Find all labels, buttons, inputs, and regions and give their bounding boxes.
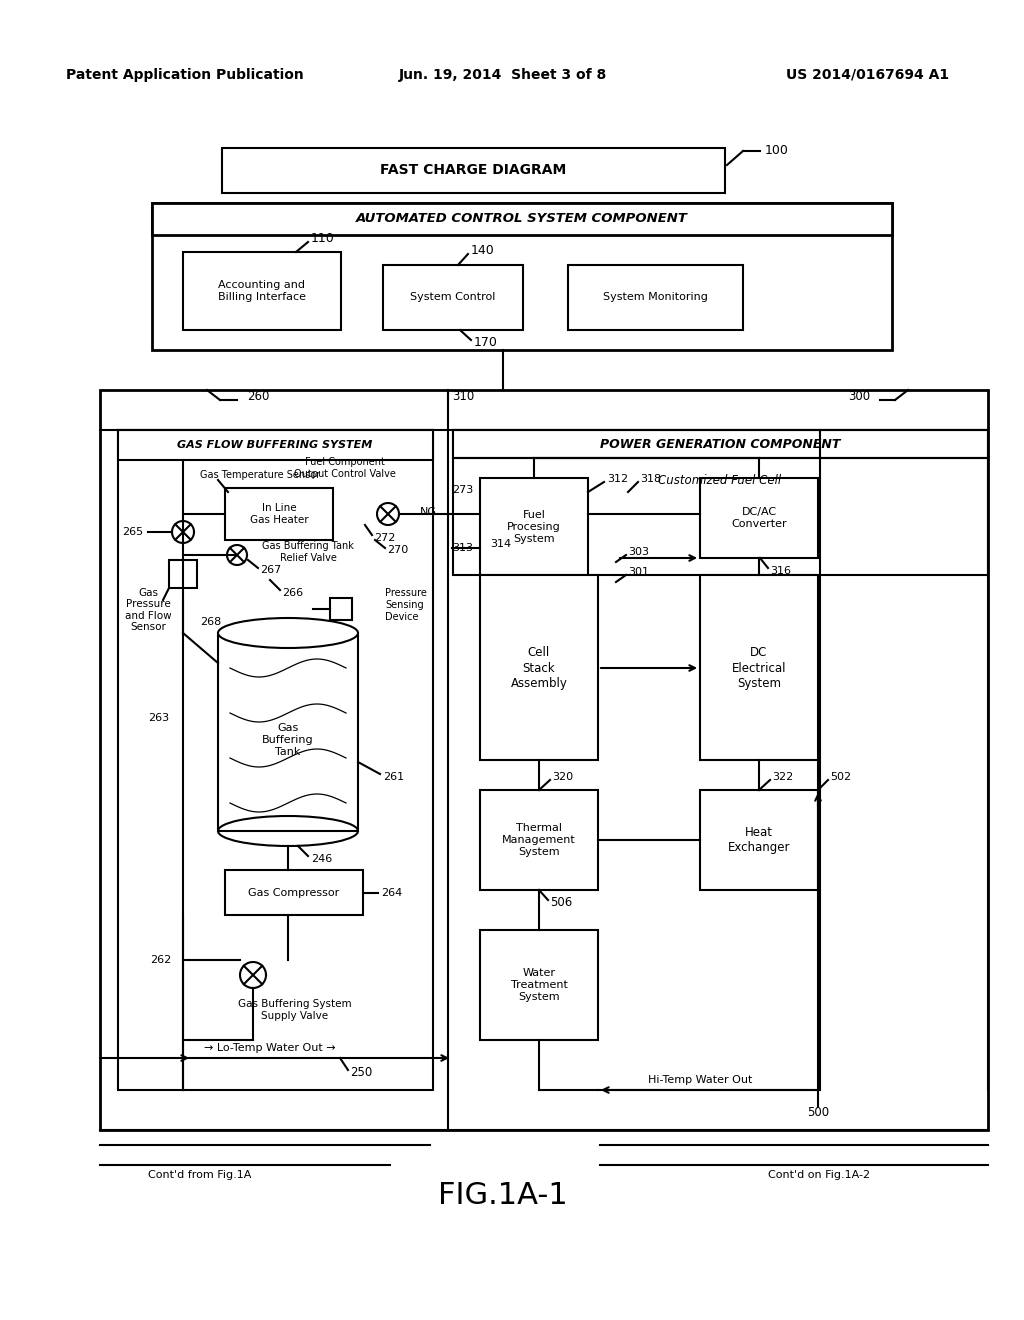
Text: Gas Compressor: Gas Compressor — [249, 888, 340, 898]
Bar — [118, 430, 433, 1090]
Text: 506: 506 — [550, 896, 572, 909]
Text: DC/AC
Converter: DC/AC Converter — [731, 507, 786, 529]
Text: 314: 314 — [490, 539, 511, 549]
Text: Hi-Temp Water Out: Hi-Temp Water Out — [648, 1074, 753, 1085]
Bar — [225, 488, 333, 540]
Bar — [118, 430, 433, 459]
Text: Fuel Component
Output Control Valve: Fuel Component Output Control Valve — [294, 457, 396, 479]
Text: Water
Treatment
System: Water Treatment System — [511, 969, 567, 1002]
Bar — [480, 789, 598, 890]
Bar — [183, 252, 341, 330]
Text: 100: 100 — [765, 144, 788, 157]
Text: 268: 268 — [200, 616, 221, 627]
Text: Fuel
Procesing
System: Fuel Procesing System — [507, 511, 561, 544]
Bar — [700, 789, 818, 890]
Bar — [225, 870, 362, 915]
Text: 320: 320 — [552, 772, 573, 781]
Bar — [222, 148, 725, 193]
Text: 313: 313 — [452, 543, 473, 553]
Text: US 2014/0167694 A1: US 2014/0167694 A1 — [786, 69, 949, 82]
Text: System Monitoring: System Monitoring — [602, 292, 708, 302]
Text: 266: 266 — [282, 587, 303, 598]
Text: 500: 500 — [807, 1106, 829, 1118]
Text: 300: 300 — [848, 389, 870, 403]
Bar — [152, 203, 892, 235]
Text: Gas Buffering System
Supply Valve: Gas Buffering System Supply Valve — [239, 999, 352, 1020]
Text: 310: 310 — [452, 389, 474, 403]
Text: 316: 316 — [770, 566, 791, 576]
Text: FIG.1A-1: FIG.1A-1 — [438, 1180, 568, 1209]
Text: 265: 265 — [122, 527, 143, 537]
Text: Cont'd from Fig.1A: Cont'd from Fig.1A — [148, 1170, 251, 1180]
Text: Patent Application Publication: Patent Application Publication — [67, 69, 304, 82]
Text: 318: 318 — [640, 474, 662, 484]
Bar — [453, 430, 988, 576]
Text: Gas Temperature Sensor: Gas Temperature Sensor — [200, 470, 321, 480]
Bar — [453, 430, 988, 458]
Bar — [700, 576, 818, 760]
Bar — [480, 478, 588, 576]
Text: 262: 262 — [150, 954, 171, 965]
Bar — [218, 634, 358, 832]
Text: 270: 270 — [387, 545, 409, 554]
Ellipse shape — [218, 618, 358, 648]
Text: 301: 301 — [628, 568, 649, 577]
Text: 263: 263 — [148, 713, 169, 723]
Text: Jun. 19, 2014  Sheet 3 of 8: Jun. 19, 2014 Sheet 3 of 8 — [399, 69, 607, 82]
Bar — [330, 598, 352, 620]
Text: AUTOMATED CONTROL SYSTEM COMPONENT: AUTOMATED CONTROL SYSTEM COMPONENT — [356, 213, 688, 226]
Text: 273: 273 — [452, 484, 473, 495]
Text: 170: 170 — [474, 337, 498, 350]
Text: 322: 322 — [772, 772, 794, 781]
Text: 260: 260 — [247, 389, 269, 403]
Text: System Control: System Control — [411, 292, 496, 302]
Text: 303: 303 — [628, 546, 649, 557]
Text: 246: 246 — [311, 854, 332, 865]
Bar — [480, 576, 598, 760]
Text: 261: 261 — [383, 772, 404, 781]
Text: Pressure
Sensing
Device: Pressure Sensing Device — [385, 589, 427, 622]
Bar — [152, 203, 892, 235]
Text: Cell
Stack
Assembly: Cell Stack Assembly — [511, 647, 567, 689]
Text: In Line
Gas Heater: In Line Gas Heater — [250, 503, 308, 525]
Text: 272: 272 — [374, 533, 395, 543]
Text: FAST CHARGE DIAGRAM: FAST CHARGE DIAGRAM — [380, 162, 566, 177]
Bar — [383, 265, 523, 330]
Text: POWER GENERATION COMPONENT: POWER GENERATION COMPONENT — [600, 437, 840, 450]
Text: → Lo-Temp Water Out →: → Lo-Temp Water Out → — [204, 1043, 336, 1053]
Text: Gas
Buffering
Tank: Gas Buffering Tank — [262, 723, 313, 756]
Text: Heat
Exchanger: Heat Exchanger — [728, 826, 791, 854]
Text: 110: 110 — [311, 232, 335, 246]
Text: 502: 502 — [830, 772, 851, 781]
Text: Thermal
Management
System: Thermal Management System — [502, 824, 575, 857]
Text: Cont'd on Fig.1A-2: Cont'd on Fig.1A-2 — [768, 1170, 870, 1180]
Text: 264: 264 — [381, 888, 402, 898]
Text: DC
Electrical
System: DC Electrical System — [732, 647, 786, 689]
Text: GAS FLOW BUFFERING SYSTEM: GAS FLOW BUFFERING SYSTEM — [177, 440, 373, 450]
Text: 140: 140 — [471, 244, 495, 257]
Bar — [169, 560, 197, 587]
Bar — [568, 265, 743, 330]
Text: 312: 312 — [607, 474, 628, 484]
Text: Customized Fuel Cell: Customized Fuel Cell — [658, 474, 781, 487]
Text: NG: NG — [420, 507, 437, 517]
Bar — [453, 430, 988, 458]
Text: 267: 267 — [260, 565, 282, 576]
Text: Gas
Pressure
and Flow
Sensor: Gas Pressure and Flow Sensor — [125, 587, 171, 632]
Text: Gas Buffering Tank
Relief Valve: Gas Buffering Tank Relief Valve — [262, 541, 354, 562]
Bar — [480, 931, 598, 1040]
Text: Accounting and
Billing Interface: Accounting and Billing Interface — [218, 280, 306, 302]
Text: 250: 250 — [350, 1067, 373, 1080]
Bar — [118, 430, 433, 459]
Bar — [152, 203, 892, 350]
Bar — [700, 478, 818, 558]
Bar — [100, 389, 988, 1130]
